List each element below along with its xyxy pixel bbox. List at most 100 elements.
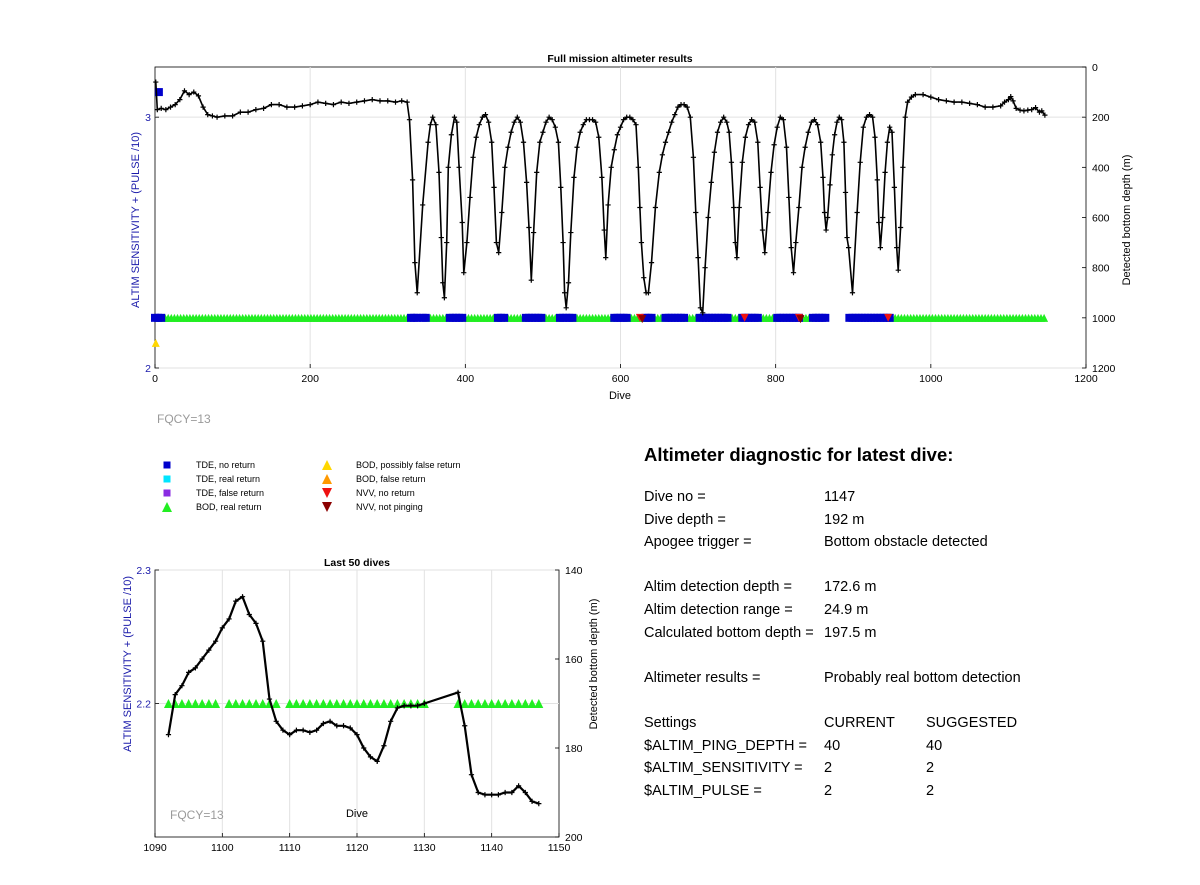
marker-triangle (460, 699, 470, 708)
depth-point (214, 114, 220, 120)
depth-point (900, 164, 906, 170)
depth-point (246, 611, 252, 618)
y-right-tick-label: 200 (565, 832, 583, 844)
depth-point (882, 169, 888, 175)
depth-point (186, 91, 192, 98)
depth-point (568, 229, 574, 236)
x-tick-label: 200 (301, 373, 319, 385)
y-right-tick-label: 1200 (1092, 363, 1116, 375)
marker-triangle (473, 699, 483, 708)
depth-point (829, 152, 835, 158)
depth-point (516, 783, 522, 789)
marker-triangle (211, 699, 221, 708)
depth-point (177, 97, 183, 103)
x-tick-label: 1150 (548, 842, 571, 854)
depth-point (165, 732, 172, 738)
depth-point (433, 122, 439, 128)
marker-triangle (251, 699, 261, 708)
marker-triangle (534, 699, 544, 708)
legend-label: NVV, not pinging (356, 502, 423, 512)
depth-point (464, 239, 470, 246)
depth-point (621, 117, 627, 123)
depth-point (536, 801, 542, 807)
marker-square (821, 313, 830, 322)
legend-label: BOD, false return (356, 474, 426, 484)
depth-point (928, 94, 934, 100)
depth-point (546, 114, 552, 120)
depth-point (844, 234, 850, 241)
depth-point (430, 114, 436, 120)
pulse-suggested: 2 (926, 782, 935, 799)
depth-point (854, 209, 860, 216)
marker-triangle (487, 699, 497, 708)
y-right-tick-label: 400 (1092, 162, 1110, 174)
depth-point (908, 94, 915, 100)
sensitivity-row: $ALTIM_SENSITIVITY = 2 2 (644, 757, 1084, 780)
dive-depth-label: Dive depth = (644, 511, 726, 528)
depth-point (783, 144, 790, 150)
depth-point (605, 202, 611, 208)
depth-point (292, 104, 298, 110)
depth-point (687, 114, 693, 120)
depth-point (505, 144, 511, 150)
depth-point (732, 239, 738, 246)
depth-point (205, 112, 211, 118)
depth-point (495, 792, 501, 798)
legend-swatch (322, 474, 332, 484)
depth-point (711, 149, 717, 155)
depth-point (496, 250, 502, 256)
y-right-tick-label: 160 (565, 654, 583, 666)
depth-point (904, 99, 911, 105)
depth-point (172, 102, 178, 108)
marker-square (154, 88, 163, 97)
depth-point (528, 277, 534, 283)
depth-point (982, 104, 988, 110)
depth-point (529, 798, 535, 804)
legend-label: BOD, real return (196, 502, 262, 512)
depth-point (354, 99, 360, 105)
depth-point (369, 97, 375, 103)
depth-point (482, 112, 489, 118)
depth-point (565, 280, 572, 286)
depth-point (226, 616, 232, 622)
depth-point (300, 727, 306, 733)
depth-point (338, 99, 344, 105)
depth-line (155, 81, 1046, 314)
marker-triangle (493, 699, 503, 708)
legend-swatch (322, 502, 332, 512)
depth-point (889, 129, 895, 135)
depth-point (617, 124, 624, 130)
legend-label: TDE, real return (196, 474, 261, 484)
depth-point (186, 669, 192, 675)
depth-point (876, 219, 882, 226)
depth-point (229, 113, 236, 119)
depth-point (425, 139, 431, 145)
depth-point (589, 117, 596, 123)
depth-point (863, 114, 870, 120)
depth-point (627, 114, 633, 120)
depth-point (354, 732, 360, 738)
depth-point (179, 683, 185, 689)
marker-triangle (520, 699, 530, 708)
y-right-tick-label: 140 (565, 565, 583, 577)
depth-point (476, 122, 482, 128)
x-tick-label: 1120 (346, 842, 369, 854)
bottom-x-axis-label: Dive (346, 808, 368, 820)
x-tick-label: 1000 (919, 373, 943, 385)
sensitivity-suggested: 2 (926, 760, 935, 777)
depth-point (420, 202, 426, 208)
bottom-chart-title: Last 50 dives (324, 557, 390, 569)
depth-point (454, 119, 460, 125)
sensitivity-current: 2 (824, 760, 833, 777)
depth-point (367, 754, 374, 760)
depth-point (839, 117, 845, 123)
depth-point (690, 154, 697, 160)
depth-point (693, 209, 699, 216)
legend-marker-triangle (162, 502, 172, 512)
depth-point (404, 99, 410, 105)
depth-point (307, 729, 313, 736)
marker-square (753, 313, 762, 322)
legend-label: TDE, no return (196, 460, 256, 470)
marker-square (458, 313, 467, 322)
legend-item: BOD, real return (160, 500, 262, 514)
